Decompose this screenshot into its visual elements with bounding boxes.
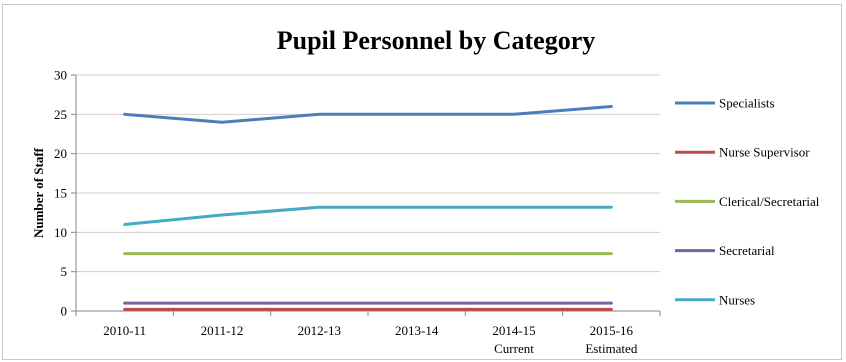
legend-item-clerical-secretarial: Clerical/Secretarial bbox=[675, 194, 820, 209]
x-tick-label-line: 2012-13 bbox=[298, 323, 341, 338]
legend-label-nurses: Nurses bbox=[719, 292, 755, 307]
y-tick-label-25: 25 bbox=[54, 107, 67, 122]
x-tick-label-line: Estimated bbox=[585, 341, 637, 356]
series-lines bbox=[123, 105, 613, 311]
x-tick-label-2011-12: 2011-12 bbox=[201, 323, 244, 338]
x-axis-ticks: 2010-11 2011-12 2012-13 2013-14 2014-15 Curre… bbox=[75, 311, 661, 356]
y-tick-label-5: 5 bbox=[61, 264, 68, 279]
x-tick-label-2015-16: 2015-16 Estimated bbox=[585, 323, 637, 356]
series-line-nurses bbox=[123, 205, 613, 226]
legend-label-secretarial: Secretarial bbox=[719, 243, 775, 258]
x-tick-label-line: 2010-11 bbox=[103, 323, 146, 338]
series-line-specialists bbox=[123, 105, 613, 124]
x-tick-label-line: 2011-12 bbox=[201, 323, 244, 338]
x-tick-label-line: 2015-16 bbox=[590, 323, 634, 338]
x-tick-label-2013-14: 2013-14 bbox=[395, 323, 439, 338]
x-tick-label-line: Current bbox=[494, 341, 534, 356]
legend-item-specialists: Specialists bbox=[675, 96, 775, 111]
x-tick-label-2014-15: 2014-15 Current bbox=[492, 323, 535, 356]
x-tick-label-line: 2013-14 bbox=[395, 323, 439, 338]
y-tick-label-10: 10 bbox=[54, 225, 67, 240]
legend-item-nurse-supervisor: Nurse Supervisor bbox=[675, 145, 810, 160]
y-axis-label: Number of Staff bbox=[31, 147, 46, 238]
y-tick-label-15: 15 bbox=[54, 186, 67, 201]
y-axis-ticks: 0 5 10 15 20 25 30 bbox=[54, 68, 76, 319]
chart-title: Pupil Personnel by Category bbox=[277, 26, 596, 55]
legend-label-clerical-secretarial: Clerical/Secretarial bbox=[719, 194, 820, 209]
legend-item-secretarial: Secretarial bbox=[675, 243, 775, 258]
legend-label-specialists: Specialists bbox=[719, 96, 775, 111]
line-chart: Pupil Personnel by Category 0 5 10 15 20 25 30… bbox=[31, 26, 820, 356]
gridlines bbox=[76, 74, 660, 273]
y-tick-label-30: 30 bbox=[54, 68, 67, 83]
legend-label-nurse-supervisor: Nurse Supervisor bbox=[719, 145, 810, 160]
legend: Specialists Nurse Supervisor Clerical/Secr… bbox=[675, 96, 820, 307]
legend-item-nurses: Nurses bbox=[675, 292, 755, 307]
y-tick-label-20: 20 bbox=[54, 146, 67, 161]
chart-frame: Pupil Personnel by Category 0 5 10 15 20 25 30… bbox=[2, 4, 842, 360]
x-tick-label-line: 2014-15 bbox=[492, 323, 535, 338]
x-tick-label-2010-11: 2010-11 bbox=[103, 323, 146, 338]
x-tick-label-2012-13: 2012-13 bbox=[298, 323, 341, 338]
y-tick-label-0: 0 bbox=[61, 304, 68, 319]
